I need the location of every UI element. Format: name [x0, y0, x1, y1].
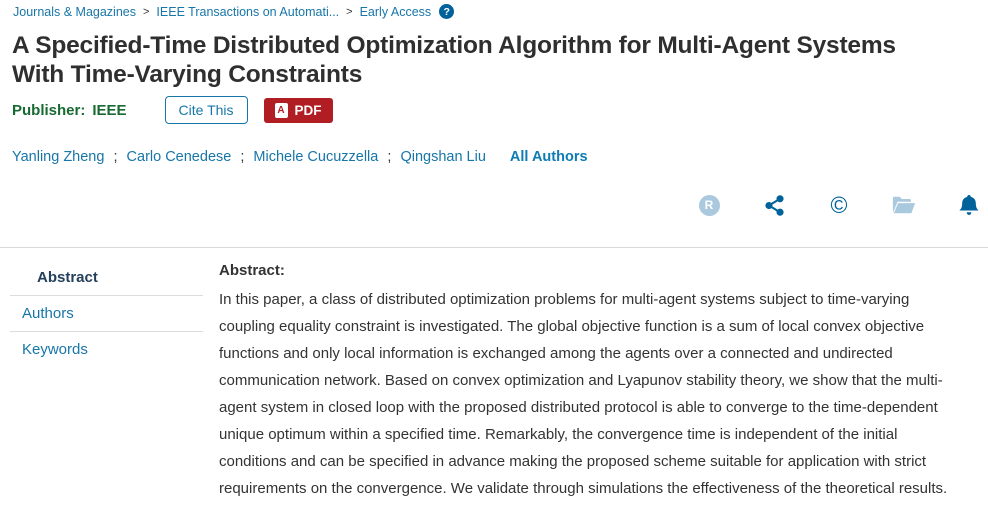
author-link[interactable]: Qingshan Liu [400, 149, 486, 165]
author-link[interactable]: Carlo Cenedese [126, 149, 232, 165]
page-title: A Specified-Time Distributed Optimizatio… [12, 32, 896, 88]
rights-r-badge: R [698, 194, 720, 216]
copyright-glyph: © [830, 191, 848, 218]
pdf-button-label: PDF [294, 102, 322, 118]
sidebar-item-abstract[interactable]: Abstract [37, 269, 98, 286]
save-to-project-folder-icon[interactable] [892, 191, 916, 219]
cite-this-button[interactable]: Cite This [164, 96, 248, 124]
rights-reuse-icon[interactable]: R [697, 191, 721, 219]
publisher-name: IEEE [92, 101, 127, 119]
breadcrumb-separator: > [346, 5, 353, 18]
sidebar-divider [10, 331, 203, 332]
share-icon-glyph [764, 194, 784, 216]
sidebar-divider [10, 295, 203, 296]
breadcrumb-journals-magazines[interactable]: Journals & Magazines [13, 4, 136, 19]
folder-icon-glyph [892, 196, 916, 214]
breadcrumb: Journals & Magazines > IEEE Transactions… [13, 4, 455, 19]
pdf-file-icon: A [274, 102, 288, 118]
author-separator: ; [113, 149, 118, 165]
alerts-bell-icon[interactable] [957, 191, 981, 219]
publisher-label: Publisher: [12, 101, 86, 119]
breadcrumb-separator: > [142, 5, 150, 18]
sidebar-nav: Abstract Authors Keywords [10, 260, 203, 367]
pdf-button[interactable]: A PDF [263, 97, 333, 123]
author-separator: ; [240, 149, 245, 165]
abstract-text: In this paper, a class of distributed op… [219, 291, 948, 497]
breadcrumb-early-access[interactable]: Early Access [359, 4, 432, 19]
sidebar-item-authors[interactable]: Authors [22, 305, 74, 322]
copyright-icon[interactable]: © [827, 191, 851, 219]
help-icon[interactable]: ? [439, 4, 455, 19]
abstract-heading: Abstract: [219, 262, 285, 279]
publisher-row: Publisher: IEEE Cite This A PDF [12, 96, 333, 124]
author-separator: ; [387, 149, 392, 165]
main-content: Abstract: In this paper, a class of dist… [219, 262, 967, 520]
authors-row: Yanling Zheng ; Carlo Cenedese ; Michele… [12, 149, 588, 165]
breadcrumb-journal-name[interactable]: IEEE Transactions on Automati... [156, 4, 340, 19]
author-link[interactable]: Yanling Zheng [12, 149, 105, 165]
all-authors-link[interactable]: All Authors [509, 149, 588, 165]
bell-icon-glyph [959, 195, 979, 215]
sidebar-item-keywords[interactable]: Keywords [22, 341, 88, 358]
author-link[interactable]: Michele Cucuzzella [253, 149, 379, 165]
action-icons-row: R © [697, 191, 981, 219]
share-icon[interactable] [762, 191, 786, 219]
section-divider [0, 247, 988, 248]
